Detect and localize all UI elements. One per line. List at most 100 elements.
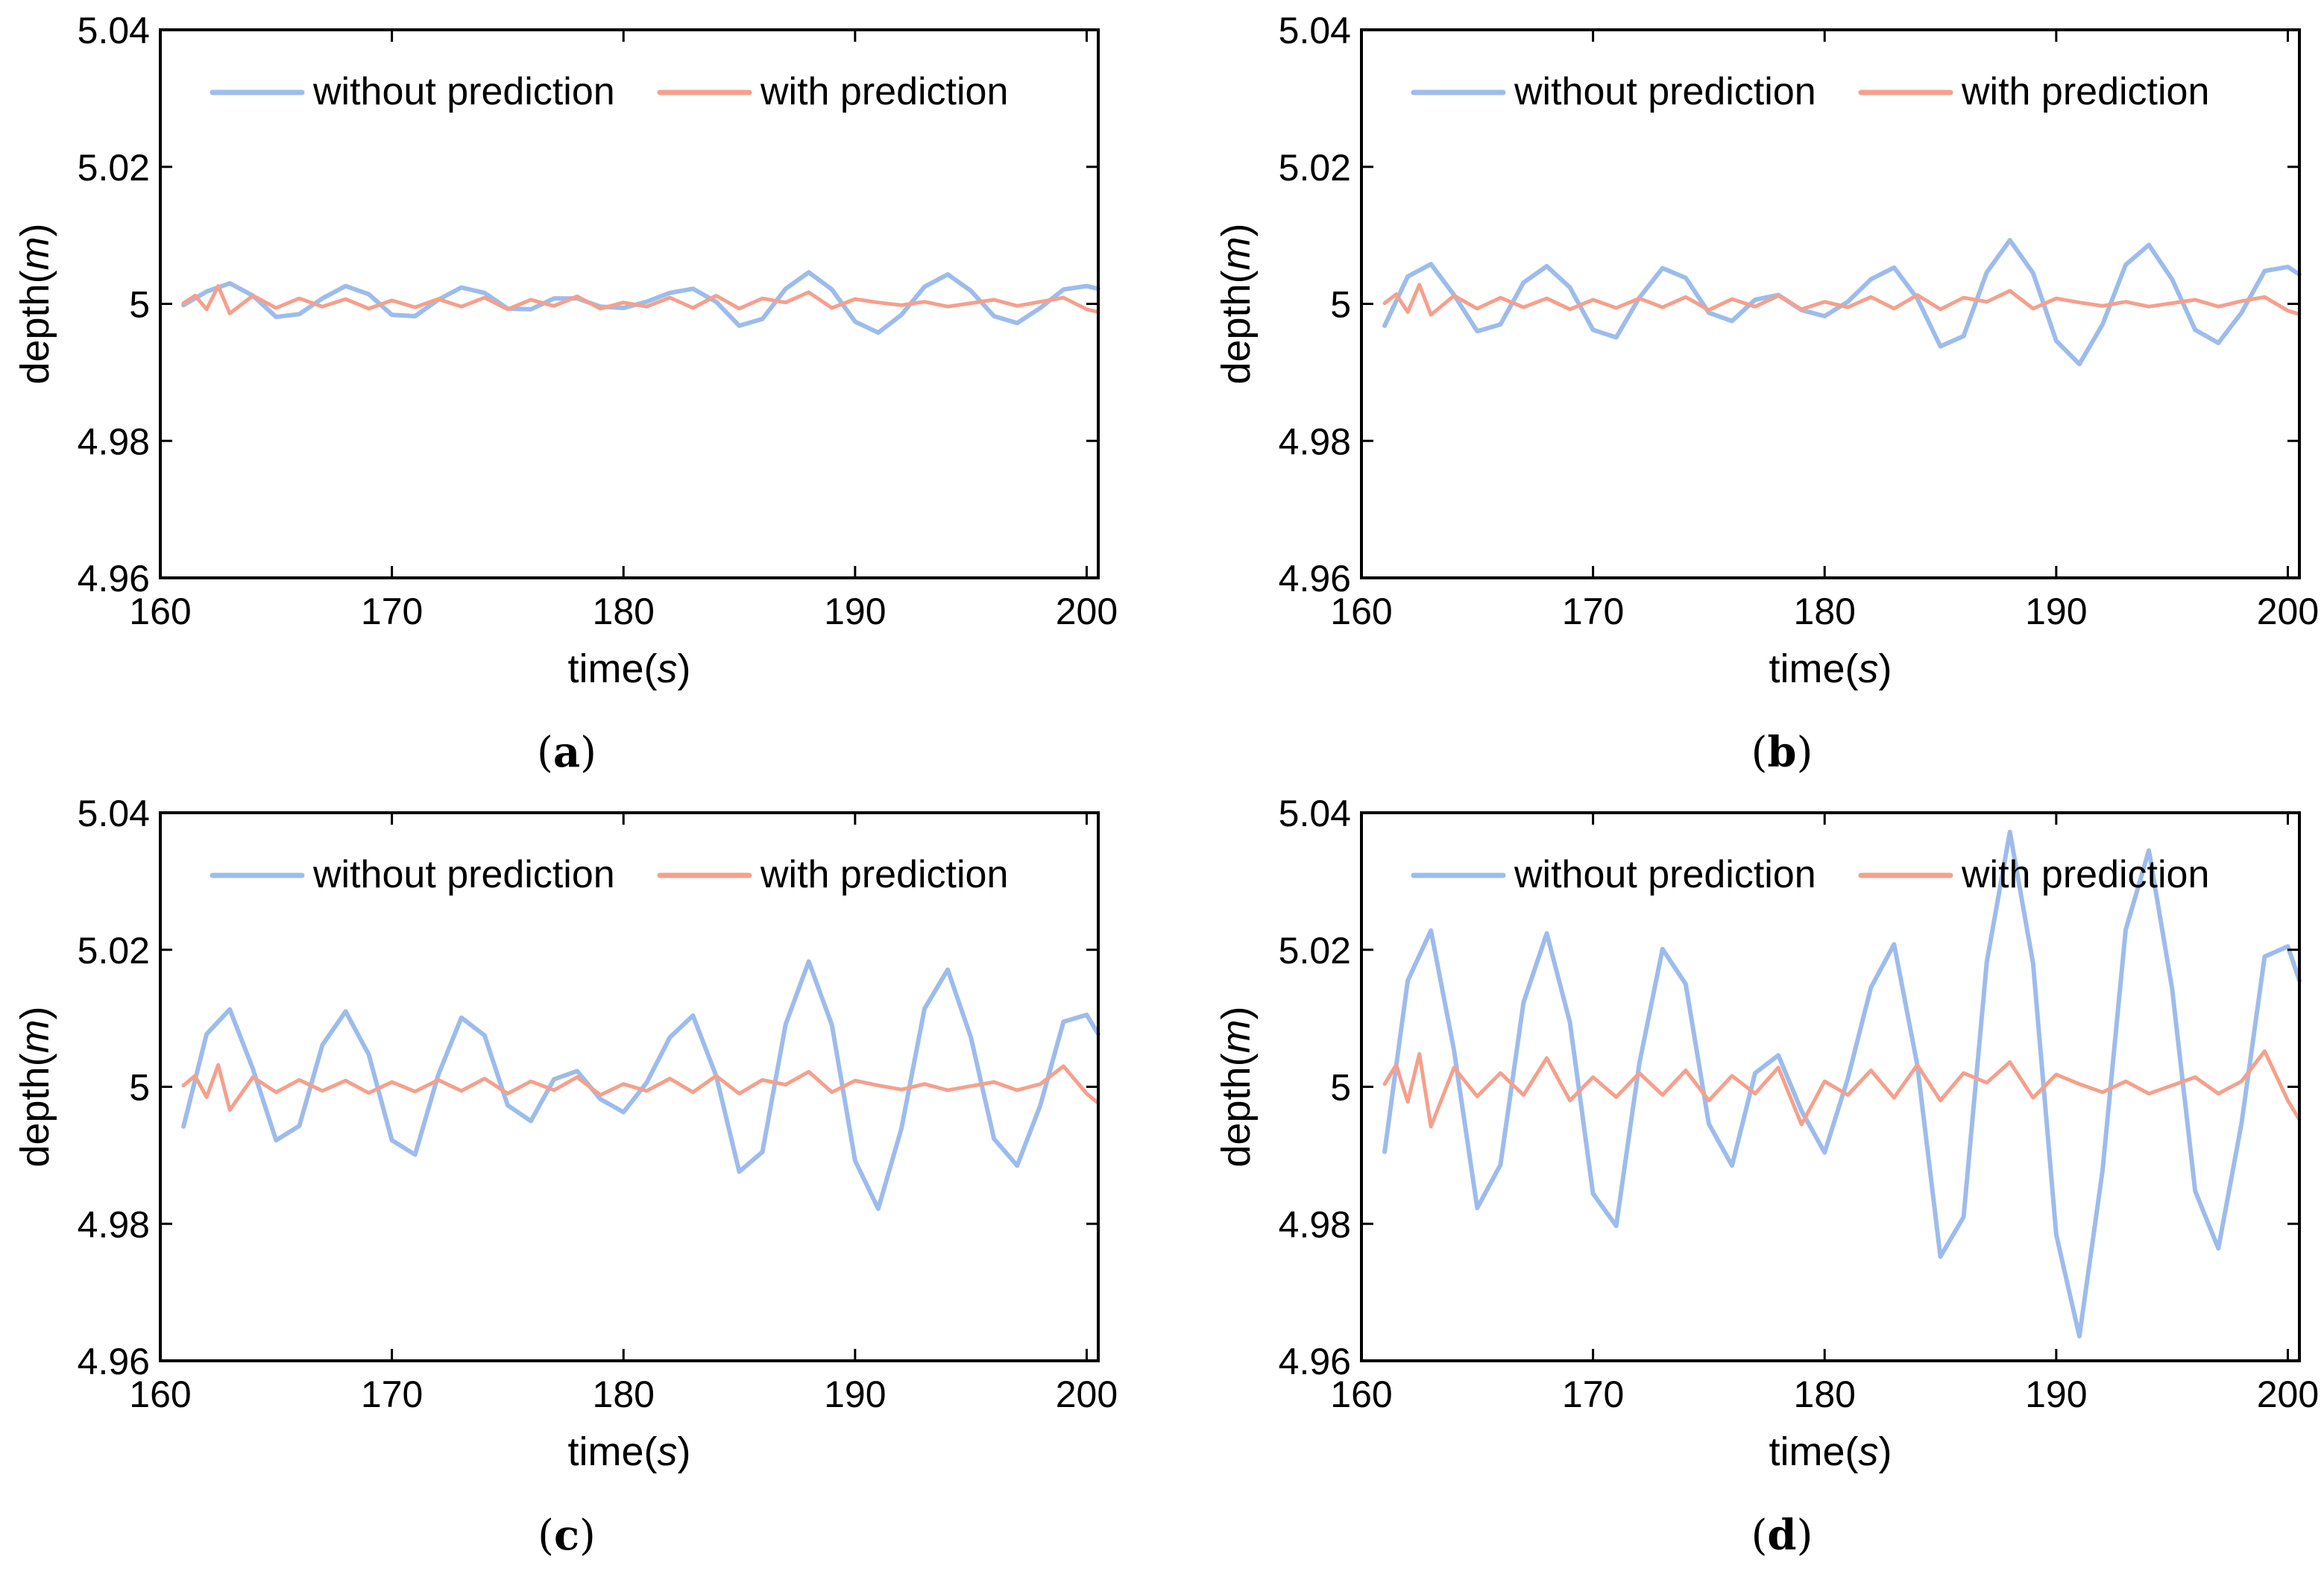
chart-d-y-axis-label: depth: [1214, 1066, 1259, 1167]
chart-d-caption-letter: d: [1767, 1511, 1796, 1560]
chart-a-x-tick-label: 200: [1056, 591, 1118, 632]
chart-b-legend-label-0: without prediction: [1514, 70, 1816, 113]
chart-a-y-tick-label: 5: [129, 284, 150, 326]
chart-b-y-axis-paren-close: ): [1214, 223, 1259, 236]
chart-c-y-axis-paren-close: ): [13, 1006, 57, 1019]
chart-b-x-tick-label: 200: [2257, 591, 2319, 632]
chart-a-series-with-prediction: [181, 284, 1100, 315]
chart-a-caption: (a): [537, 728, 596, 777]
chart-b-x-tick-label: 180: [1794, 591, 1856, 632]
chart-c-y-axis-unit: m: [13, 1019, 57, 1053]
chart-b-y-tick-label: 5.04: [1279, 10, 1351, 51]
chart-d-series-with-prediction: [1382, 1049, 2302, 1129]
chart-a-x-axis-unit: s: [658, 646, 678, 691]
chart-a-y-tick-label: 5.04: [78, 10, 150, 51]
chart-d-y-tick-label: 5.02: [1279, 930, 1351, 972]
chart-d-x-axis-paren-open: (: [1845, 1429, 1859, 1474]
chart-a-x-axis-paren-close: ): [678, 646, 691, 691]
chart-a-x-tick-label: 190: [824, 591, 886, 632]
chart-b-legend-label-1: with prediction: [1961, 70, 2209, 113]
chart-c-caption-paren-close: ): [579, 1511, 596, 1560]
chart-a-y-axis-title: depth(m): [13, 223, 57, 384]
chart-a-x-axis-paren-open: (: [644, 646, 658, 691]
chart-a-series-without-prediction: [181, 270, 1100, 336]
chart-b-x-tick-label: 190: [2025, 591, 2087, 632]
chart-d-y-tick-label: 4.98: [1279, 1203, 1351, 1245]
chart-a-y-axis-paren-open: (: [13, 270, 57, 283]
chart-b-x-axis-paren-open: (: [1845, 646, 1859, 691]
chart-c-caption: (c): [538, 1511, 596, 1560]
chart-d-legend-label-1: with prediction: [1961, 853, 2209, 896]
chart-d-caption-paren-open: (: [1751, 1511, 1768, 1560]
chart-b-caption: (b): [1751, 728, 1813, 777]
chart-b-y-axis-title: depth(m): [1214, 223, 1259, 384]
chart-d-y-tick-label: 5: [1330, 1067, 1351, 1109]
chart-d-x-tick-label: 190: [2025, 1373, 2087, 1415]
chart-d-x-axis-label: time: [1769, 1429, 1845, 1474]
chart-c-x-tick-label: 160: [129, 1373, 191, 1415]
chart-a-legend-label-0: without prediction: [312, 70, 615, 113]
chart-c-y-axis-label: depth: [13, 1066, 57, 1167]
chart-c-caption-letter: c: [554, 1511, 579, 1560]
chart-a-legend-label-1: with prediction: [760, 70, 1008, 113]
chart-b-x-axis-unit: s: [1859, 646, 1879, 691]
chart-a-caption-paren-close: ): [580, 729, 596, 777]
chart-d-caption-paren-close: ): [1797, 1511, 1813, 1560]
chart-d-x-tick-label: 160: [1330, 1373, 1392, 1415]
chart-c-x-tick-label: 170: [361, 1373, 423, 1415]
chart-c-x-axis-paren-close: ): [678, 1429, 691, 1474]
chart-b-y-axis-paren-open: (: [1214, 270, 1259, 283]
chart-c-x-axis-unit: s: [658, 1429, 678, 1474]
chart-b-y-tick-label: 5.02: [1279, 147, 1351, 189]
chart-b-y-axis-label: depth: [1214, 283, 1259, 384]
chart-d-y-axis-paren-close: ): [1214, 1006, 1259, 1019]
chart-d-legend-label-0: without prediction: [1514, 853, 1816, 896]
chart-c-y-tick-label: 4.98: [78, 1203, 150, 1245]
chart-b-caption-letter: b: [1767, 728, 1796, 777]
chart-b-x-tick-label: 160: [1330, 591, 1392, 632]
chart-b-caption-paren-close: ): [1797, 729, 1813, 777]
chart-b-y-axis-unit: m: [1214, 236, 1259, 270]
chart-a-x-axis-label: time: [568, 646, 644, 691]
chart-a-y-axis-unit: m: [13, 236, 57, 270]
chart-a-caption-letter: a: [553, 728, 580, 777]
chart-c-x-tick-label: 180: [593, 1373, 655, 1415]
chart-c-y-tick-label: 5.04: [78, 793, 150, 834]
chart-b-y-tick-label: 5: [1330, 284, 1351, 326]
chart-b-y-tick-label: 4.96: [1279, 558, 1351, 600]
chart-c-x-tick-label: 190: [824, 1373, 886, 1415]
chart-d-x-axis-unit: s: [1859, 1429, 1879, 1474]
chart-c-y-axis-title: depth(m): [13, 1006, 57, 1167]
chart-a-y-tick-label: 5.02: [78, 147, 150, 189]
chart-a: 160 170 180 190 2004.964.9855.025.04time(s)d…: [13, 10, 1118, 777]
chart-d-y-axis-paren-open: (: [1214, 1053, 1259, 1066]
chart-d-x-axis-title: time(s): [1769, 1429, 1892, 1474]
chart-b-series-with-prediction: [1382, 283, 2302, 317]
chart-b-y-tick-label: 4.98: [1279, 421, 1351, 462]
chart-b-x-axis-label: time: [1769, 646, 1845, 691]
chart-c-series-without-prediction: [181, 959, 1100, 1211]
chart-c-x-axis-label: time: [568, 1429, 644, 1474]
chart-c-x-axis-paren-open: (: [644, 1429, 658, 1474]
chart-d-caption: (d): [1751, 1511, 1813, 1560]
chart-c-legend-label-0: without prediction: [312, 853, 615, 896]
chart-c: 160 170 180 190 2004.964.9855.025.04time(s)d…: [13, 793, 1118, 1560]
chart-a-y-axis-paren-close: ): [13, 223, 57, 236]
chart-d-y-axis-unit: m: [1214, 1019, 1259, 1053]
chart-a-y-axis-label: depth: [13, 283, 57, 384]
chart-b: 160 170 180 190 2004.964.9855.025.04time(s)d…: [1214, 10, 2319, 777]
chart-a-x-axis-title: time(s): [568, 646, 691, 691]
chart-a-x-tick-label: 160: [129, 591, 191, 632]
chart-c-y-tick-label: 5: [129, 1067, 150, 1109]
chart-d: 160 170 180 190 2004.964.9855.025.04time(s)d…: [1214, 793, 2319, 1560]
chart-b-series-without-prediction: [1382, 238, 2302, 367]
chart-b-x-axis-title: time(s): [1769, 646, 1892, 691]
chart-a-caption-paren-open: (: [537, 729, 553, 777]
chart-a-x-tick-label: 180: [593, 591, 655, 632]
chart-d-x-tick-label: 170: [1562, 1373, 1624, 1415]
chart-c-x-tick-label: 200: [1056, 1373, 1118, 1415]
chart-c-x-axis-title: time(s): [568, 1429, 691, 1474]
chart-d-series-without-prediction: [1382, 829, 2302, 1338]
chart-b-x-tick-label: 170: [1562, 591, 1624, 632]
